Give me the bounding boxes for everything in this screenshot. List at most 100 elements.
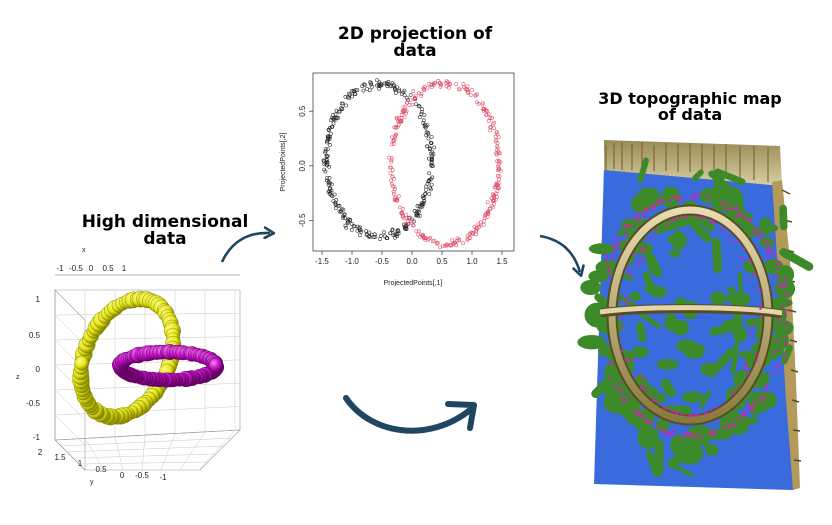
- data-point: [696, 414, 699, 417]
- data-point: [617, 241, 620, 245]
- data-point: [783, 342, 786, 345]
- data-point: [437, 81, 442, 86]
- y-tick-label: 0: [120, 471, 125, 480]
- data-point: [683, 215, 685, 218]
- data-point: [414, 102, 418, 107]
- data-point: [710, 219, 713, 222]
- data-point: [643, 249, 646, 252]
- data-point: [748, 217, 751, 220]
- data-point: [749, 259, 752, 262]
- data-point: [328, 143, 332, 147]
- land-branch: [711, 237, 723, 274]
- data-point: [725, 207, 728, 210]
- data-point: [395, 85, 399, 90]
- arrow-icon: [343, 395, 473, 434]
- land-blob: [577, 335, 606, 350]
- data-point: [640, 375, 643, 378]
- land-branch: [779, 248, 814, 271]
- land-branch: [639, 312, 661, 329]
- z-tick-label: -1: [33, 433, 41, 442]
- data-point: [760, 399, 763, 403]
- data-point: [784, 312, 787, 315]
- data-point: [759, 305, 762, 308]
- data-point: [735, 214, 738, 218]
- land-blob: [634, 242, 653, 256]
- data-point: [476, 222, 481, 227]
- data-point: [392, 187, 397, 192]
- data-point: [390, 184, 395, 189]
- data-point: [679, 434, 682, 437]
- grid-line: [84, 438, 105, 471]
- data-point: [620, 389, 623, 392]
- data-point: [739, 255, 742, 258]
- land-blob: [669, 249, 681, 258]
- data-point: [491, 198, 495, 203]
- data-point: [702, 436, 705, 439]
- data-point: [396, 123, 401, 127]
- data-point: [639, 415, 642, 418]
- data-point: [390, 182, 394, 187]
- data-point: [370, 84, 375, 89]
- data-point: [777, 268, 780, 271]
- data-point: [495, 195, 499, 199]
- data-point: [724, 227, 727, 230]
- data-point: [429, 163, 433, 167]
- data-point: [712, 220, 715, 223]
- grid-line: [72, 453, 217, 459]
- data-point: [784, 357, 787, 360]
- data-point: [399, 116, 404, 120]
- data-point: [618, 381, 621, 384]
- data-point: [393, 233, 398, 237]
- land-blob: [710, 291, 726, 306]
- data-point: [778, 317, 781, 320]
- data-point: [434, 241, 439, 246]
- data-point: [787, 302, 790, 305]
- land-branch: [730, 341, 740, 374]
- projection-title: 2D projection of data: [330, 26, 500, 60]
- data-point: [627, 224, 630, 227]
- grid-line: [54, 389, 86, 421]
- data-point: [696, 431, 700, 435]
- data-point: [441, 244, 446, 248]
- data-point: [403, 105, 408, 110]
- data-point: [668, 433, 671, 436]
- data-point: [666, 429, 669, 432]
- data-point: [652, 399, 654, 402]
- data-point: [720, 202, 723, 205]
- data-point: [753, 271, 756, 274]
- data-point: [626, 358, 629, 360]
- data-point: [646, 392, 649, 395]
- data-point: [337, 109, 342, 114]
- data-point: [777, 339, 780, 343]
- data-point: [349, 89, 354, 93]
- y-tick-label: 0.0: [298, 160, 307, 172]
- data-point: [325, 153, 330, 158]
- data-point: [660, 200, 663, 203]
- data-point: [414, 213, 419, 218]
- data-point: [483, 212, 488, 216]
- data-point: [710, 409, 713, 412]
- data-point: [690, 433, 693, 436]
- data-point: [470, 231, 474, 235]
- land-branch: [692, 169, 704, 182]
- data-point: [783, 351, 786, 354]
- data-point: [637, 263, 640, 266]
- data-point: [650, 206, 653, 209]
- data-point: [444, 80, 448, 85]
- data-point: [652, 206, 656, 209]
- data-point: [774, 255, 777, 258]
- data-point: [743, 257, 746, 260]
- data-point: [744, 412, 747, 415]
- y-tick-label: 0.5: [298, 105, 307, 117]
- data-point: [322, 162, 327, 167]
- land-blob: [683, 342, 706, 359]
- data-point: [709, 431, 712, 434]
- data-point: [642, 415, 645, 418]
- data-point: [778, 282, 782, 285]
- data-point: [632, 253, 635, 256]
- data-point: [692, 435, 695, 438]
- ring-sphere: [208, 357, 224, 373]
- data-point: [343, 223, 348, 228]
- data-point: [346, 95, 350, 100]
- data-point: [675, 412, 678, 415]
